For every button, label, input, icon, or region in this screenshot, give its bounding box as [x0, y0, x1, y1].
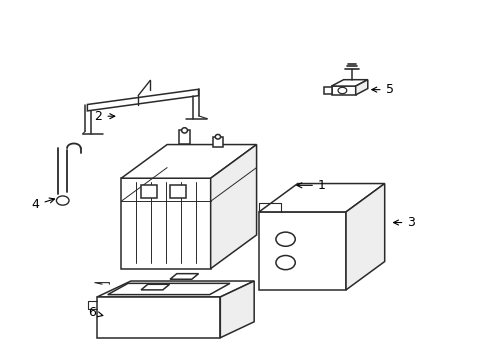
- Polygon shape: [259, 184, 384, 212]
- Polygon shape: [213, 137, 223, 147]
- Circle shape: [275, 232, 295, 246]
- Polygon shape: [179, 130, 189, 144]
- Polygon shape: [121, 145, 256, 178]
- Circle shape: [56, 196, 69, 205]
- Polygon shape: [140, 185, 157, 198]
- Ellipse shape: [215, 134, 220, 139]
- Text: 4: 4: [32, 198, 55, 211]
- Circle shape: [275, 256, 295, 270]
- Polygon shape: [210, 145, 256, 269]
- Polygon shape: [87, 89, 198, 111]
- Polygon shape: [331, 80, 367, 86]
- Polygon shape: [331, 86, 355, 95]
- Text: 2: 2: [94, 110, 115, 123]
- Polygon shape: [346, 184, 384, 290]
- Polygon shape: [97, 297, 220, 338]
- Polygon shape: [121, 178, 210, 269]
- Text: 3: 3: [393, 216, 414, 229]
- Ellipse shape: [181, 128, 187, 133]
- Polygon shape: [355, 80, 367, 95]
- Polygon shape: [97, 281, 254, 297]
- Text: 5: 5: [371, 83, 393, 96]
- Polygon shape: [324, 87, 331, 94]
- Circle shape: [337, 87, 346, 94]
- Text: 6: 6: [88, 306, 102, 319]
- Polygon shape: [141, 284, 169, 290]
- Polygon shape: [107, 283, 229, 294]
- Text: 1: 1: [296, 179, 325, 192]
- Polygon shape: [220, 281, 254, 338]
- Polygon shape: [259, 212, 346, 290]
- Polygon shape: [170, 274, 198, 279]
- Polygon shape: [169, 185, 186, 198]
